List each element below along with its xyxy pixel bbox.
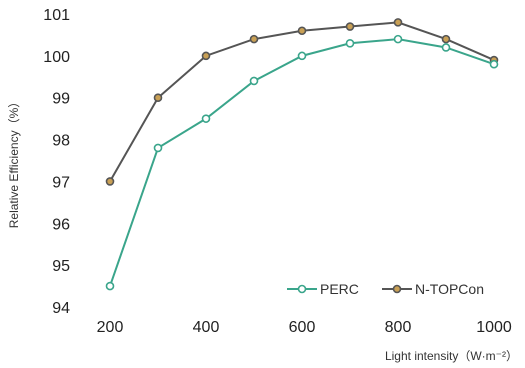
data-point: [201, 114, 211, 123]
x-tick-label: 200: [97, 319, 124, 336]
y-axis-title: Relative Efficiency（%）: [7, 96, 21, 229]
y-tick-label: 98: [52, 133, 70, 150]
data-point: [249, 76, 259, 86]
data-point: [201, 51, 211, 61]
data-point: [345, 38, 355, 48]
y-tick-label: 95: [52, 258, 70, 275]
y-tick-label: 94: [52, 300, 70, 317]
data-point: [441, 34, 451, 44]
y-tick-label: 96: [52, 216, 70, 233]
data-point: [153, 93, 163, 103]
data-point: [249, 34, 259, 44]
x-tick-label: 600: [289, 319, 316, 336]
x-tick-label: 1000: [476, 319, 512, 336]
legend-marker: [297, 284, 307, 294]
x-tick-label: 800: [385, 319, 412, 336]
legend-label: N-TOPCon: [415, 281, 484, 297]
series-line: [109, 38, 495, 287]
x-axis-title: Light intensity（W·m⁻²）: [385, 349, 518, 363]
y-tick-label: 100: [43, 49, 70, 66]
data-point: [105, 177, 115, 186]
legend-label: PERC: [320, 281, 359, 297]
y-tick-label: 97: [52, 174, 70, 191]
legend-item: N-TOPCon: [382, 281, 484, 297]
y-tick-label: 101: [43, 7, 70, 24]
data-point: [105, 281, 115, 291]
data-point: [489, 59, 499, 69]
data-point: [297, 26, 307, 36]
legend-item: PERC: [287, 281, 359, 297]
y-tick-label: 99: [52, 91, 70, 108]
series-perc: [105, 34, 499, 291]
chart-axes: 94 95 96 97 98 99 100 101 200 400 600 800 1000: [43, 7, 512, 336]
data-point: [153, 143, 163, 153]
data-point: [393, 34, 403, 44]
chart-series: [105, 18, 499, 291]
x-tick-label: 400: [193, 319, 220, 336]
legend-marker: [392, 284, 402, 294]
chart-legend: PERC N-TOPCon: [287, 281, 484, 297]
data-point: [297, 51, 307, 61]
data-point: [393, 18, 403, 27]
series-n-topcon: [105, 18, 499, 186]
data-point: [345, 22, 355, 31]
data-point: [441, 43, 451, 52]
